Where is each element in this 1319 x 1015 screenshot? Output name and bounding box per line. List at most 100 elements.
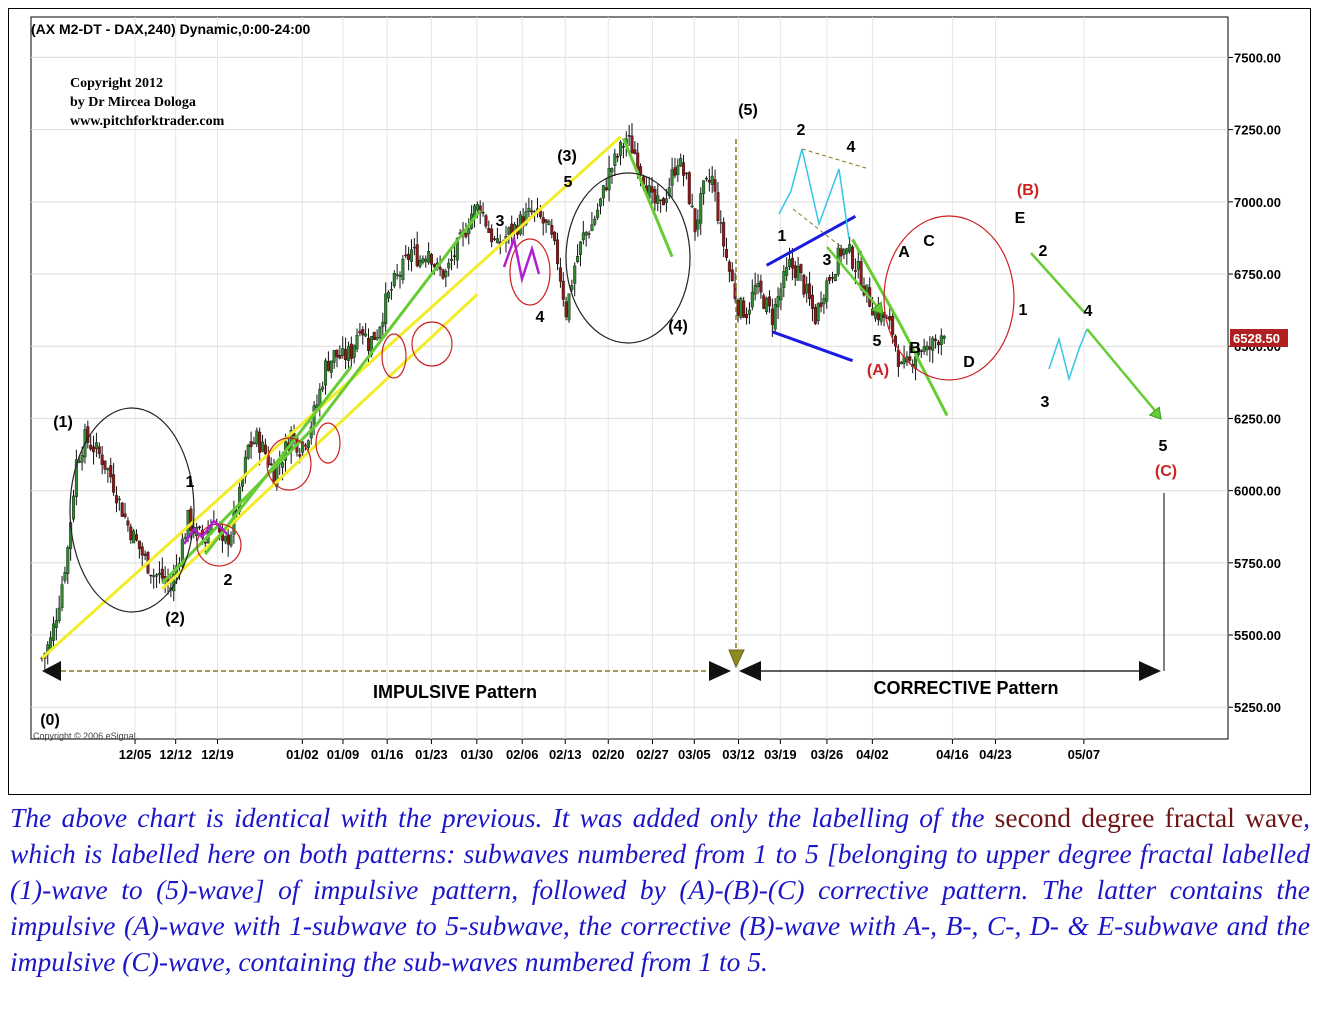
candle-body [490,228,494,243]
candle-body [627,135,631,137]
candle-body [922,346,926,352]
candle-body [66,547,70,575]
impulsive-arrow-right [709,661,731,681]
candle-body [57,607,61,622]
candle-body [662,198,666,206]
candle-body [338,355,342,359]
candle-body [621,146,625,148]
candle-body [112,474,116,493]
candle-body [544,219,548,223]
candle-body [246,444,250,459]
candle-body [186,510,190,538]
candle-body [851,246,855,269]
green-arrow-line [1086,328,1158,414]
candle-body [484,215,488,227]
candle-body [687,172,691,205]
candle-body [329,360,333,373]
cyan-subwave [778,148,850,240]
candle-body [773,304,777,330]
candle-body [51,623,55,641]
candle-body [613,153,617,166]
y-axis: 7500.007250.007000.006750.006500.006250.… [1228,50,1288,715]
impulsive-pattern-label: IMPULSIVE Pattern [373,682,537,702]
wave-label: 3 [823,252,832,269]
candle-body [584,232,588,236]
candle-body [281,462,285,468]
candle-body [321,386,325,390]
candle-body [249,441,253,448]
candle-body [126,520,130,526]
candle-body [925,345,929,351]
trend-line-green [899,325,949,417]
trend-line-yellow [40,135,622,660]
candle-body [553,232,557,242]
candle-body [547,220,551,226]
candle-body [848,244,852,252]
candle-body [263,444,267,455]
candle-body [713,179,717,192]
candle-body [736,300,740,316]
candle-body [639,166,643,175]
x-tick-label: 04/23 [979,747,1012,762]
candle-body [63,572,67,581]
candle-body [432,264,436,268]
y-tick-label: 7500.00 [1234,50,1281,65]
candle-body [664,198,668,203]
plot-area [30,16,1229,740]
wave-label: (1) [53,414,73,431]
candle-body [676,165,680,175]
trend-line-blue [765,214,857,267]
y-tick-label: 7250.00 [1234,123,1281,138]
candle-body [364,333,368,337]
candle-body [699,193,703,224]
candle-body [745,314,749,319]
candle-body [607,167,611,191]
candle-body [722,221,726,247]
candle-body [518,214,522,235]
trend-line-green [851,238,903,327]
candle-body [407,253,411,261]
wave-label: D [963,354,975,371]
wave-circle [509,238,551,306]
candle-body [464,233,468,238]
candle-body [573,265,577,284]
y-tick-label: 5500.00 [1234,628,1281,643]
candle-body [853,270,857,272]
candle-body [785,266,789,276]
candle-body [919,350,923,352]
wave-label: 2 [797,122,806,139]
candle-body [223,536,227,542]
candle-body [387,291,391,299]
green-arrow-head [870,301,884,315]
candle-body [616,156,620,158]
candle-body [401,258,405,280]
candle-body [530,210,534,213]
x-tick-label: 01/23 [415,747,448,762]
candle-body [578,241,582,255]
candle-body [54,620,58,628]
candle-body [845,248,849,254]
candle-body [796,266,800,281]
y-tick-label: 6000.00 [1234,484,1281,499]
candle-body [839,248,843,257]
candle-body [86,426,90,443]
wave-label: 3 [496,213,505,230]
candle-body [802,275,806,295]
x-tick-label: 02/27 [636,747,669,762]
candle-body [438,267,442,270]
candle-body [576,255,580,262]
x-tick-label: 03/05 [678,747,711,762]
last-price-label: 6528.50 [1233,331,1280,346]
wave-circle [266,437,312,491]
candle-body [412,246,416,249]
candle-body [679,158,683,167]
candle-body [80,455,84,463]
wave-label: (5) [738,102,758,119]
candle-body [189,508,193,531]
x-tick-label: 02/06 [506,747,539,762]
chart-frame: 7500.007250.007000.006750.006500.006250.… [8,8,1311,795]
candle-body [180,539,184,567]
candle-body [318,388,322,406]
corrective-arrow-left [739,661,761,681]
x-tick-label: 01/16 [371,747,404,762]
